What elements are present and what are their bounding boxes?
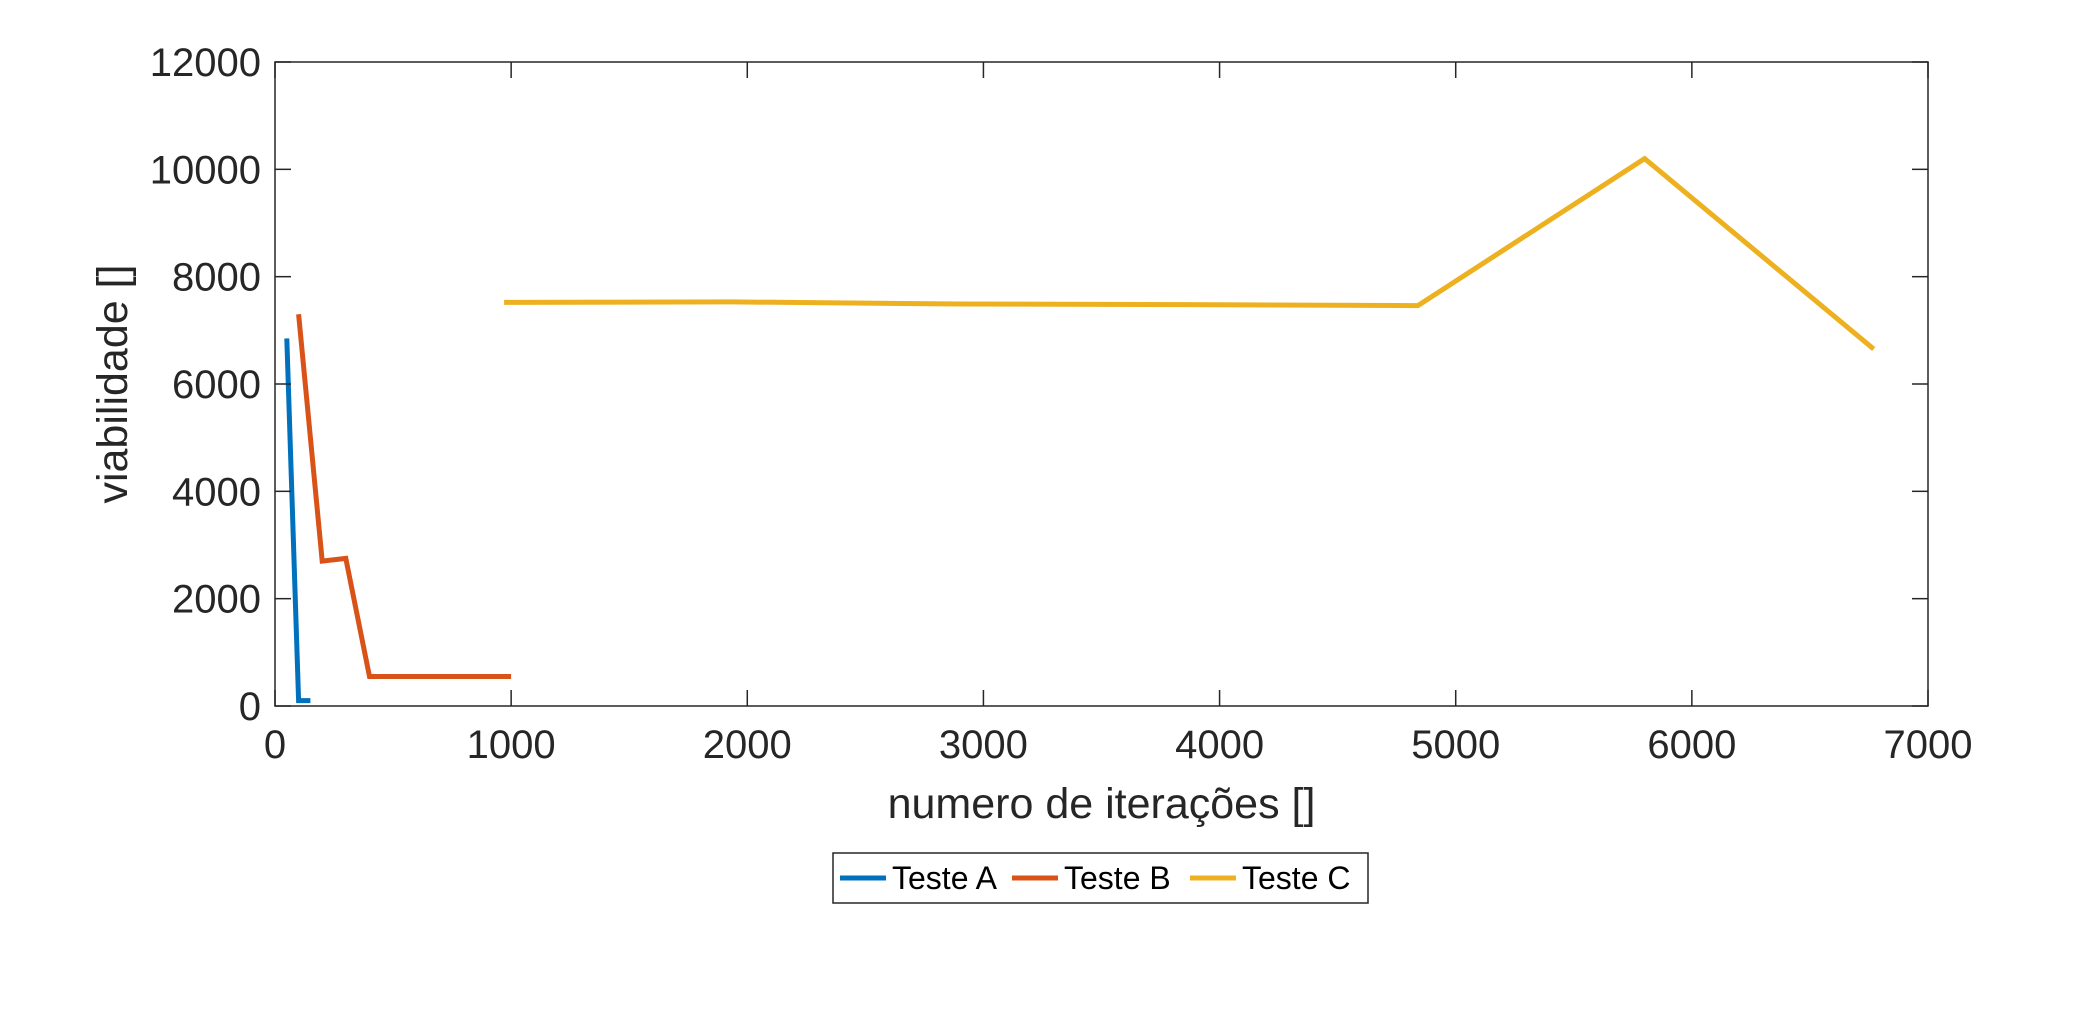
x-tick-label: 3000 bbox=[939, 723, 1028, 767]
y-tick-label: 10000 bbox=[150, 148, 261, 192]
y-tick-label: 6000 bbox=[172, 363, 261, 407]
x-tick-label: 4000 bbox=[1175, 723, 1264, 767]
x-tick-label: 6000 bbox=[1647, 723, 1736, 767]
legend-label-teste-a: Teste A bbox=[892, 860, 998, 896]
legend-label-teste-c: Teste C bbox=[1242, 860, 1350, 896]
y-axis-title: viabilidade [] bbox=[89, 264, 137, 503]
x-tick-label: 5000 bbox=[1411, 723, 1500, 767]
x-tick-label: 1000 bbox=[467, 723, 556, 767]
y-tick-label: 8000 bbox=[172, 256, 261, 300]
legend-label-teste-b: Teste B bbox=[1064, 860, 1171, 896]
legend-box bbox=[832, 852, 1369, 904]
plot-background bbox=[275, 62, 1928, 706]
y-tick-label: 2000 bbox=[172, 578, 261, 622]
series-line-teste-b bbox=[296, 313, 512, 679]
y-tick-label: 4000 bbox=[172, 470, 261, 514]
x-tick-label: 7000 bbox=[1884, 723, 1973, 767]
y-tick-label: 0 bbox=[239, 685, 261, 729]
x-tick-label: 0 bbox=[264, 723, 286, 767]
x-tick-label: 2000 bbox=[703, 723, 792, 767]
y-tick-label: 12000 bbox=[150, 41, 261, 85]
legend: Teste A Teste B Teste C bbox=[832, 852, 1369, 904]
series-line-teste-c bbox=[504, 155, 1876, 352]
series-line-teste-a bbox=[284, 338, 311, 704]
axes: 0 1000 2000 3000 4000 5000 6000 7000 0 2000 4000 60… bbox=[89, 41, 1972, 828]
x-axis-title: numero de iterações [] bbox=[888, 780, 1316, 828]
plot-area bbox=[275, 62, 1928, 706]
